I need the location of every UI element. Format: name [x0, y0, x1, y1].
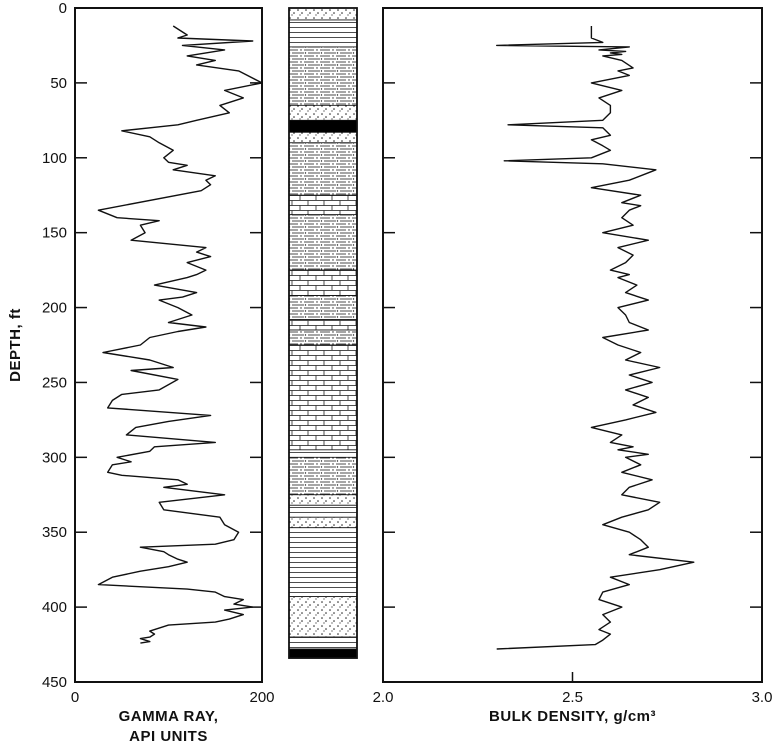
density-x-tick-label: 2.0	[373, 689, 394, 706]
lithology-unit-shale	[288, 527, 358, 598]
gamma-ray-x-tick-label: 200	[249, 689, 274, 706]
lithology-unit-limestone	[288, 319, 358, 331]
lithology-unit-siltstone	[288, 142, 358, 196]
gamma-ray-frame	[74, 7, 263, 683]
density-x-tick-label: 3.0	[752, 689, 773, 706]
depth-tick-label: 400	[42, 599, 67, 616]
depth-tick-label: 250	[42, 374, 67, 391]
lithology-unit-sandstone	[288, 131, 358, 144]
lithology-unit-limestone	[288, 194, 358, 216]
depth-tick-label: 200	[42, 300, 67, 317]
gamma-ray-axis-label-units: API UNITS	[129, 728, 208, 745]
lithology-unit-sandstone	[288, 7, 358, 21]
lithology-unit-coal	[288, 119, 358, 133]
gamma-ray-log-line	[97, 25, 263, 644]
depth-tick-label: 100	[42, 150, 67, 167]
lithology-unit-coal	[288, 648, 358, 659]
depth-tick-label: 300	[42, 449, 67, 466]
depth-tick-label: 150	[42, 225, 67, 242]
lithology-unit-sandstone	[288, 516, 358, 529]
depth-tick-label: 350	[42, 524, 67, 541]
lithology-unit-sandstone	[288, 104, 358, 121]
lithology-unit-siltstone	[288, 456, 358, 496]
lithology-unit-shale	[288, 449, 358, 458]
gamma-ray-axis-label: GAMMA RAY,	[119, 708, 219, 725]
depth-tick-label: 450	[42, 674, 67, 691]
density-x-tick-label: 2.5	[562, 689, 583, 706]
lithology-unit-siltstone	[288, 295, 358, 320]
lithology-unit-shale	[288, 636, 358, 650]
depth-tick-label: 0	[59, 0, 67, 17]
lithology-unit-limestone	[288, 344, 358, 451]
lithology-column	[288, 7, 358, 659]
lithology-unit-limestone	[288, 269, 358, 296]
depth-tick-label: 50	[50, 75, 67, 92]
lithology-unit-sandstone	[288, 494, 358, 506]
lithology-unit-shale	[288, 19, 358, 48]
bulk-density-log-line	[496, 26, 695, 650]
bulk-density-panel: 2.0 2.5 3.0 BULK DENSITY, g/cm³	[373, 7, 773, 725]
gamma-ray-x-tick-label: 0	[71, 689, 79, 706]
lithology-unit-siltstone	[288, 214, 358, 271]
bulk-density-axis-label: BULK DENSITY, g/cm³	[489, 708, 656, 725]
lithology-unit-sandstone	[288, 596, 358, 638]
depth-axis-label: DEPTH, ft	[7, 308, 24, 382]
bulk-density-frame	[382, 7, 763, 683]
lithology-column-frame	[288, 7, 358, 659]
lithology-unit-shale	[288, 504, 358, 518]
lithology-unit-siltstone	[288, 46, 358, 106]
lithology-unit-siltstone	[288, 329, 358, 346]
